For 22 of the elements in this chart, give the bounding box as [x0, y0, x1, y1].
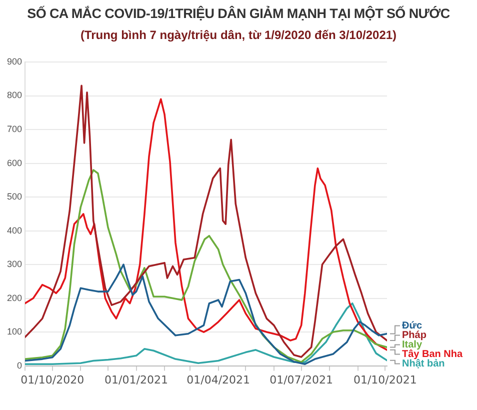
- x-tick-label: 01/01/2021: [104, 373, 168, 386]
- y-tick-label: 100: [6, 326, 22, 337]
- chart-title: SỐ CA MẮC COVID-19/1TRIỆU DÂN GIẢM MẠNH TẠI MỘT SỐ NƯỚC: [26, 6, 451, 21]
- series-label: Pháp: [402, 330, 426, 342]
- x-tick-label: 01/10/2020: [20, 373, 84, 386]
- y-tick-label: 700: [6, 124, 22, 134]
- y-tick-label: 200: [6, 292, 22, 303]
- x-tick-label: 01/07/2021: [270, 373, 333, 386]
- y-tick-label: 900: [6, 56, 22, 66]
- chart-subtitle: (Trung bình 7 ngày/triệu dân, từ 1/9/2020 đến 3/10/2021): [79, 28, 398, 42]
- x-tick-label: 01/04/2021: [186, 373, 250, 386]
- y-tick-label: 500: [6, 192, 22, 202]
- y-tick-label: 0: [17, 360, 22, 370]
- y-tick-label: 300: [6, 259, 22, 270]
- series-label: Italy: [402, 340, 422, 351]
- series-label: Đức: [402, 320, 422, 332]
- y-tick-label: 800: [6, 90, 22, 100]
- x-tick-label: 01/10/2021: [353, 373, 417, 386]
- y-tick-label: 400: [6, 225, 22, 236]
- series-label: Tây Ban Nha: [402, 349, 464, 360]
- y-tick-label: 600: [6, 158, 22, 168]
- series-label: Nhật bản: [402, 358, 445, 370]
